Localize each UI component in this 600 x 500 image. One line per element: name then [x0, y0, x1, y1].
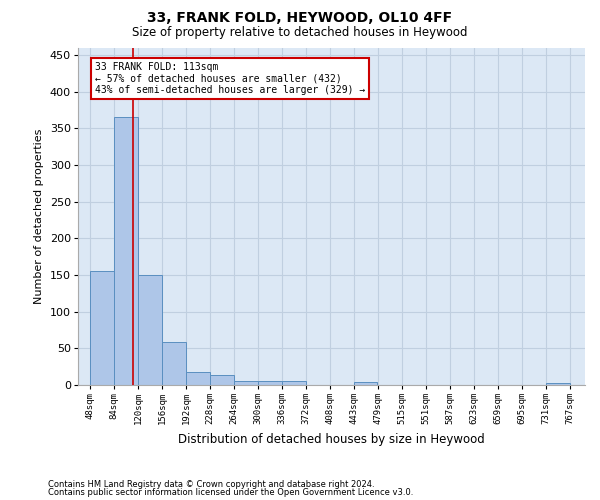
Bar — [90, 272, 114, 385]
Text: 33, FRANK FOLD, HEYWOOD, OL10 4FF: 33, FRANK FOLD, HEYWOOD, OL10 4FF — [148, 11, 452, 25]
X-axis label: Distribution of detached houses by size in Heywood: Distribution of detached houses by size … — [178, 432, 485, 446]
Bar — [138, 275, 162, 385]
Bar — [114, 117, 138, 385]
Bar — [258, 382, 282, 385]
Text: Contains public sector information licensed under the Open Government Licence v3: Contains public sector information licen… — [48, 488, 413, 497]
Bar — [186, 372, 210, 385]
Bar — [546, 383, 569, 385]
Bar — [162, 342, 186, 385]
Bar — [210, 376, 234, 385]
Text: 33 FRANK FOLD: 113sqm
← 57% of detached houses are smaller (432)
43% of semi-det: 33 FRANK FOLD: 113sqm ← 57% of detached … — [95, 62, 365, 96]
Bar — [353, 382, 377, 385]
Bar — [282, 380, 306, 385]
Bar — [234, 382, 258, 385]
Text: Size of property relative to detached houses in Heywood: Size of property relative to detached ho… — [132, 26, 468, 39]
Text: Contains HM Land Registry data © Crown copyright and database right 2024.: Contains HM Land Registry data © Crown c… — [48, 480, 374, 489]
Y-axis label: Number of detached properties: Number of detached properties — [34, 128, 44, 304]
